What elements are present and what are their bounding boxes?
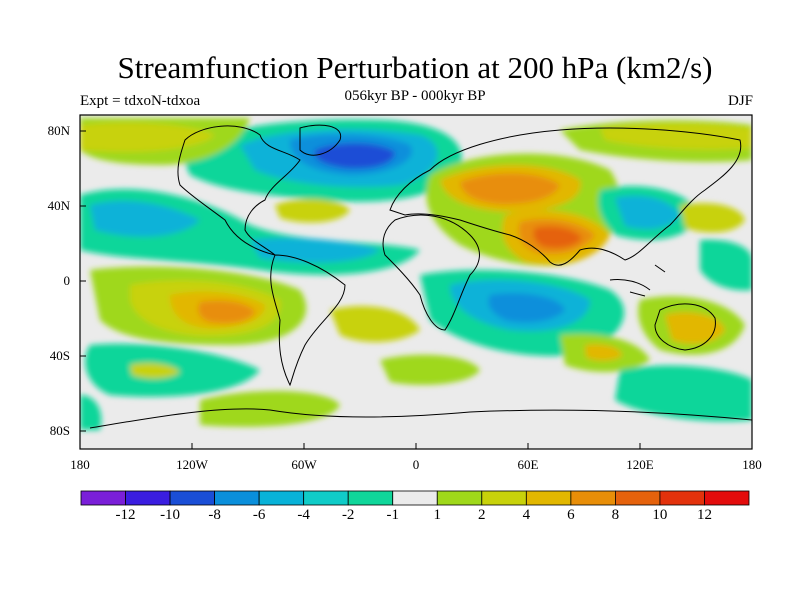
- season-label: DJF: [727, 93, 753, 109]
- experiment-label: Expt = tdxoN-tdxoa: [80, 93, 201, 109]
- contour-neg-se-pacific: [700, 239, 752, 291]
- colorbar-label: -8: [208, 507, 221, 523]
- lon-label-60e: 60E: [517, 457, 539, 472]
- colorbar-swatch: [214, 490, 260, 506]
- colorbar-label: 8: [611, 507, 620, 523]
- contour-neg-tropics-w-3: [250, 238, 380, 263]
- contour-neg-e-asia-2: [615, 195, 680, 230]
- lat-label-40n: 40N: [47, 198, 70, 213]
- colorbar-swatch: [704, 490, 750, 506]
- colorbar-swatch: [392, 490, 438, 506]
- lat-label-80n: 80N: [47, 123, 70, 138]
- contour-pos-eurasia-3: [460, 173, 560, 205]
- contour-pos-atlantic: [275, 198, 350, 223]
- contour-pos-s-atlantic: [330, 306, 420, 342]
- coastline-north-america: [177, 125, 301, 256]
- colorbar-swatch: [125, 490, 171, 506]
- lon-label-180e: 180: [742, 457, 762, 472]
- contour-pos-australia-2: [665, 312, 725, 344]
- contour-pos-southern: [200, 390, 340, 427]
- lon-label-120w: 120W: [176, 457, 208, 472]
- contour-pos-s-indian-2: [585, 344, 622, 361]
- contour-neg-w-edge: [80, 395, 102, 430]
- colorbar-label: -4: [297, 507, 310, 523]
- lon-label-120e: 120E: [626, 457, 654, 472]
- contour-pos-n-pacific-2: [80, 122, 215, 152]
- chart-title: Streamfunction Perturbation at 200 hPa (…: [117, 50, 713, 85]
- contour-neg-indian-3: [488, 293, 565, 323]
- colorbar-label: 4: [522, 507, 531, 523]
- coastline-south-america: [270, 254, 346, 387]
- lon-label-0: 0: [412, 457, 420, 472]
- colorbar-swatch: [80, 490, 126, 506]
- chart-subtitle: 056kyr BP - 000kyr BP: [344, 88, 486, 104]
- colorbar-swatch: [525, 490, 572, 506]
- coastline-australia: [654, 303, 716, 351]
- lat-label-80s: 80S: [49, 423, 70, 438]
- colorbar-label: 12: [696, 507, 712, 523]
- colorbar: [80, 490, 750, 506]
- colorbar-label: 1: [433, 507, 442, 523]
- lon-label-180w: 180: [70, 457, 90, 472]
- lat-label-eq: 0: [63, 273, 71, 288]
- colorbar-swatch: [436, 490, 483, 506]
- colorbar-label: -2: [341, 507, 355, 523]
- coastline-antarctica: [89, 408, 752, 429]
- contour-neg-s-band: [615, 365, 752, 422]
- coastlines: [89, 124, 752, 429]
- colorbar-label: 10: [652, 507, 668, 523]
- colorbar-swatch: [615, 490, 661, 506]
- colorbar-swatch: [258, 490, 305, 506]
- contour-pos-w-pacific: [680, 203, 745, 233]
- contour-neg-n-atlantic-4: [314, 143, 395, 169]
- colorbar-swatch: [303, 490, 349, 506]
- colorbar-label: 6: [567, 507, 575, 523]
- contour-pos-india-3: [533, 226, 582, 248]
- colorbar-label: -12: [115, 507, 136, 523]
- coastline-africa: [382, 214, 480, 331]
- lon-label-60w: 60W: [291, 457, 317, 472]
- colorbar-swatch: [347, 490, 394, 506]
- contour-field: [80, 115, 752, 449]
- contour-pos-arctic-2: [600, 123, 752, 150]
- contour-pos-s-pacific-4: [198, 300, 255, 324]
- colorbar-swatch: [169, 490, 215, 506]
- colorbar-swatch: [659, 490, 705, 506]
- axis-ticks: [80, 130, 641, 449]
- contour-pos-s-pacific-small: [130, 362, 180, 379]
- coastline-eurasia: [389, 127, 742, 266]
- contour-neg-tropics-w-2: [90, 200, 200, 237]
- colorbar-swatch: [481, 490, 527, 506]
- coastline-greenland: [299, 124, 342, 156]
- colorbar-swatch: [570, 490, 616, 506]
- colorbar-label: 2: [478, 507, 486, 523]
- colorbar-label: -10: [160, 507, 181, 523]
- lat-label-40s: 40S: [49, 348, 70, 363]
- colorbar-label: -6: [252, 507, 266, 523]
- coastline-indonesia: [609, 264, 666, 297]
- colorbar-label: -1: [386, 507, 399, 523]
- contour-pos-south-pole-band: [380, 354, 480, 385]
